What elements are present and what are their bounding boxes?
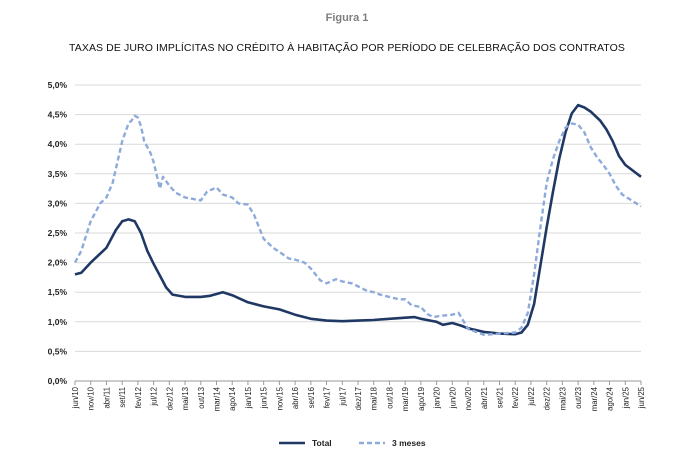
x-tick-label: abr/16: [291, 387, 300, 409]
x-tick-label: jan/25: [621, 386, 630, 409]
x-tick-label: jun/10: [71, 386, 80, 409]
x-tick-label: jul/22: [527, 387, 536, 407]
series-line-total: [74, 103, 642, 336]
x-tick-label: jun/15: [260, 386, 269, 409]
x-tick-label: ago/24: [606, 386, 615, 411]
x-tick-label: ago/14: [228, 386, 237, 411]
x-tick-label: dez/12: [165, 387, 174, 410]
x-tick-label: mar/19: [401, 387, 410, 411]
x-tick-label: mai/23: [558, 387, 567, 410]
y-tick-label: 3,5%: [48, 169, 68, 179]
x-tick-label: abr/11: [102, 387, 111, 409]
y-tick-label: 0,5%: [48, 346, 68, 356]
y-tick-label: 4,0%: [48, 139, 68, 149]
x-tick-label: dez/22: [543, 387, 552, 410]
x-tick-label: abr/21: [480, 387, 489, 409]
x-tick-label: nov/10: [87, 386, 96, 410]
y-tick-label: 2,0%: [48, 258, 68, 268]
x-tick-label: jun/20: [448, 386, 457, 409]
y-tick-label: 5,0%: [48, 80, 68, 90]
x-tick-label: jun/25: [637, 386, 646, 409]
series-line-3-meses: [73, 114, 642, 336]
x-tick-label: mai/13: [181, 387, 190, 410]
legend-label-total: Total: [312, 438, 332, 448]
y-tick-label: 3,0%: [48, 198, 68, 208]
y-tick-label: 0,0%: [48, 376, 68, 386]
x-tick-label: mar/14: [213, 386, 222, 411]
x-tick-label: set/16: [307, 387, 316, 408]
x-tick-label: out/18: [385, 387, 394, 409]
x-tick-label: mar/24: [590, 386, 599, 411]
x-tick-label: fev/17: [323, 387, 332, 408]
chart-title: TAXAS DE JURO IMPLÍCITAS NO CRÉDITO À HA…: [69, 42, 625, 54]
x-tick-label: fev/12: [134, 387, 143, 408]
y-tick-label: 4,5%: [48, 110, 68, 120]
figure-label: Figura 1: [325, 12, 369, 24]
y-tick-label: 1,5%: [48, 287, 68, 297]
x-tick-label: nov/15: [275, 386, 284, 410]
x-tick-label: fev/22: [511, 387, 520, 408]
y-tick-label: 2,5%: [48, 228, 68, 238]
legend-label-3-meses: 3 meses: [392, 438, 426, 448]
x-tick-label: out/23: [574, 387, 583, 409]
x-tick-label: jan/20: [433, 386, 442, 409]
x-tick-label: jul/17: [338, 387, 347, 407]
x-tick-label: set/11: [118, 387, 127, 408]
y-tick-label: 1,0%: [48, 317, 68, 327]
x-tick-label: set/21: [496, 387, 505, 408]
x-tick-label: jan/15: [244, 386, 253, 409]
x-tick-label: jul/12: [150, 387, 159, 407]
x-tick-label: mai/18: [370, 387, 379, 410]
x-tick-label: dez/17: [354, 387, 363, 410]
x-tick-label: out/13: [197, 387, 206, 409]
x-tick-label: ago/19: [417, 387, 426, 411]
x-tick-label: nov/20: [464, 386, 473, 410]
